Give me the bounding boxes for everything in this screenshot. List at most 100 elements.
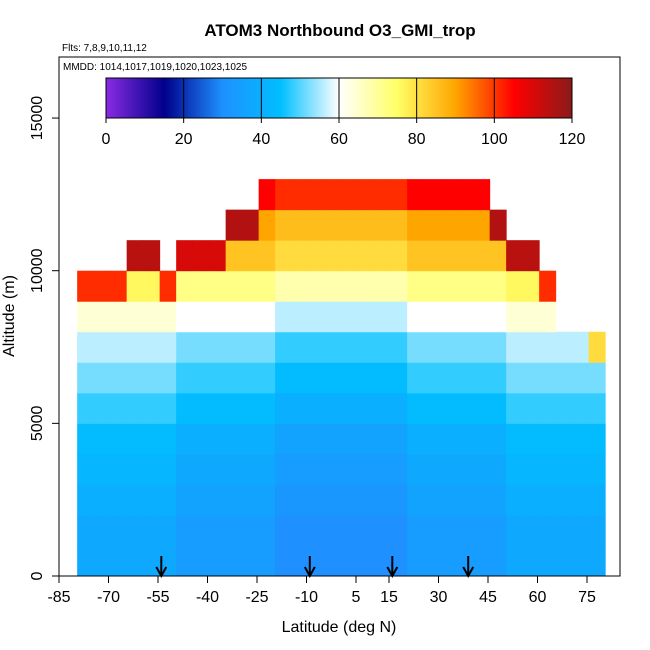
heatmap-cell — [93, 301, 111, 333]
heatmap-cell — [572, 453, 590, 485]
flights-label: Flts: 7,8,9,10,11,12 — [62, 43, 147, 54]
heatmap-cell — [440, 362, 458, 394]
heatmap-cell — [440, 392, 458, 424]
heatmap-cell — [93, 514, 111, 546]
colorbar-tick-label: 120 — [559, 131, 586, 148]
x-tick-label: 45 — [479, 589, 497, 606]
heatmap-cell — [308, 240, 326, 272]
heatmap-cell — [407, 423, 425, 455]
heatmap-cell — [522, 514, 540, 546]
heatmap-cell — [192, 240, 210, 272]
heatmap-cell — [291, 392, 309, 424]
heatmap-cell — [341, 423, 359, 455]
heatmap-cell — [522, 362, 540, 394]
heatmap-cell — [539, 423, 557, 455]
heatmap-cell — [473, 545, 491, 577]
heatmap-cell — [539, 453, 557, 485]
heatmap-cell — [572, 423, 590, 455]
heatmap-cell — [143, 301, 161, 333]
heatmap-cell — [143, 545, 161, 577]
heatmap-cell — [407, 514, 425, 546]
heatmap-cell — [539, 545, 557, 577]
heatmap-cell — [456, 392, 474, 424]
heatmap-cell — [440, 514, 458, 546]
heatmap-cell — [225, 331, 243, 363]
heatmap-cell — [159, 423, 177, 455]
heatmap-cell — [176, 545, 194, 577]
heatmap-cell — [110, 453, 128, 485]
heatmap-cell — [143, 240, 161, 272]
heatmap-cell — [572, 362, 590, 394]
heatmap-cell — [473, 484, 491, 516]
heatmap-cell — [407, 362, 425, 394]
heatmap-cell — [423, 423, 441, 455]
heatmap-cell — [390, 301, 408, 333]
heatmap-cell — [440, 545, 458, 577]
x-axis-label: Latitude (deg N) — [282, 619, 397, 636]
x-tick-label: -40 — [196, 589, 219, 606]
heatmap-cell — [308, 484, 326, 516]
heatmap-cell — [489, 423, 507, 455]
heatmap-cell — [390, 545, 408, 577]
heatmap-cell — [374, 331, 392, 363]
heatmap-cell — [291, 484, 309, 516]
heatmap-cell — [572, 484, 590, 516]
heatmap-cell — [423, 453, 441, 485]
heatmap-cell — [423, 362, 441, 394]
heatmap-cell — [357, 270, 375, 302]
heatmap-cell — [291, 423, 309, 455]
heatmap-cell — [308, 514, 326, 546]
heatmap-cell — [225, 362, 243, 394]
heatmap-cell — [308, 545, 326, 577]
heatmap-cell — [489, 270, 507, 302]
heatmap-cell — [209, 514, 227, 546]
heatmap-cell — [275, 484, 293, 516]
heatmap-cell — [93, 270, 111, 302]
heatmap-cell — [506, 423, 524, 455]
heatmap-cell — [324, 179, 342, 211]
heatmap-cell — [77, 362, 95, 394]
heatmap-cell — [555, 392, 573, 424]
heatmap-cell — [522, 331, 540, 363]
heatmap-cell — [275, 362, 293, 394]
heatmap-cell — [308, 362, 326, 394]
heatmap-cell — [126, 514, 144, 546]
heatmap-cell — [209, 453, 227, 485]
heatmap-cell — [390, 331, 408, 363]
heatmap-cell — [506, 453, 524, 485]
heatmap-cell — [423, 240, 441, 272]
heatmap-cell — [440, 209, 458, 241]
heatmap-cell — [572, 392, 590, 424]
heatmap-cell — [209, 270, 227, 302]
y-tick-label: 15000 — [29, 96, 46, 141]
heatmap-cell — [126, 301, 144, 333]
heatmap-cell — [374, 270, 392, 302]
heatmap-cell — [506, 362, 524, 394]
heatmap-cell — [374, 545, 392, 577]
heatmap-cell — [423, 179, 441, 211]
heatmap-cell — [407, 392, 425, 424]
heatmap-cell — [159, 514, 177, 546]
heatmap-cell — [258, 270, 276, 302]
heatmap-cell — [225, 392, 243, 424]
heatmap-cell — [225, 240, 243, 272]
heatmap-cell — [324, 209, 342, 241]
heatmap-cell — [324, 514, 342, 546]
heatmap-cell — [258, 392, 276, 424]
heatmap-cell — [473, 423, 491, 455]
heatmap-cell — [225, 484, 243, 516]
heatmap-cell — [291, 362, 309, 394]
heatmap-cell — [456, 423, 474, 455]
heatmap-cell — [225, 514, 243, 546]
heatmap-cell — [522, 301, 540, 333]
heatmap-cell — [473, 362, 491, 394]
heatmap-cell — [374, 453, 392, 485]
heatmap-cell — [522, 270, 540, 302]
colorbar-tick-label: 100 — [481, 131, 508, 148]
heatmap-cell — [225, 545, 243, 577]
heatmap-cell — [192, 545, 210, 577]
heatmap-cell — [192, 484, 210, 516]
heatmap-cell — [357, 179, 375, 211]
heatmap-cell — [440, 270, 458, 302]
heatmap-cell — [555, 545, 573, 577]
